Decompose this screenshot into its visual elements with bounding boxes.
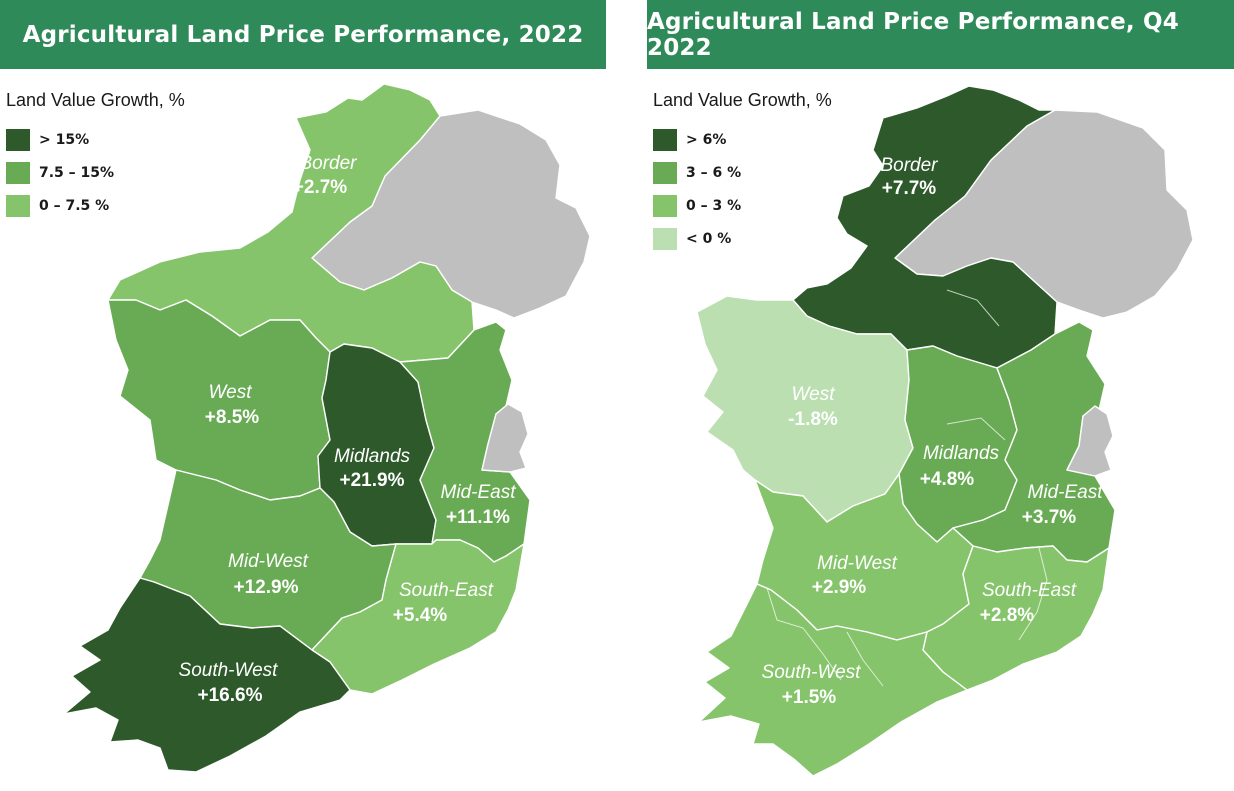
legend-label: 0 – 7.5 % [39, 197, 110, 214]
map-title: Agricultural Land Price Performance, Q4 … [647, 8, 1179, 61]
region-label: Mid-West [228, 551, 309, 572]
map-title: Agricultural Land Price Performance, 202… [22, 21, 584, 48]
region-south-east [922, 545, 1110, 691]
region-south-east [311, 539, 525, 695]
region-dublin [481, 403, 529, 473]
region-label: South-East [399, 580, 494, 601]
legend-swatch [6, 194, 30, 217]
region-value: +2.8% [980, 605, 1035, 626]
region-value: +7.7% [882, 178, 937, 199]
legend-item: 0 – 7.5 % [6, 189, 185, 222]
region-label: Midlands [923, 443, 1000, 464]
legend-label: 7.5 – 15% [39, 164, 115, 181]
region-label: Mid-East [441, 482, 517, 503]
legend-swatch [653, 227, 677, 250]
legend-title: Land Value Growth, % [653, 90, 832, 110]
ireland-map: Border +2.7% West +8.5% Midlands +21.9% … [63, 83, 591, 773]
region-label: West [209, 382, 253, 403]
map-title-bar: Agricultural Land Price Performance, Q4 … [647, 0, 1234, 69]
legend-swatch [653, 161, 677, 184]
region-value: +5.4% [393, 605, 448, 626]
region-label: South-East [982, 580, 1077, 601]
region-value: +16.6% [198, 685, 263, 706]
county-boundary [1018, 547, 1048, 641]
legend-title: Land Value Growth, % [6, 90, 185, 110]
legend-item: 0 – 3 % [653, 189, 832, 222]
county-boundary [946, 289, 1000, 327]
region-value: +12.9% [234, 577, 299, 598]
region-value: +11.1% [446, 507, 510, 528]
region-label: Mid-West [817, 553, 898, 574]
region-mid-east [399, 321, 531, 563]
legend-label: > 6% [686, 131, 727, 148]
region-value: +8.5% [205, 407, 260, 428]
region-value: +3.7% [1022, 507, 1077, 528]
legend-label: 3 – 6 % [686, 164, 742, 181]
region-label: Border [299, 153, 357, 174]
ireland-map: Border +7.7% West -1.8% Midlands +4.8% M… [696, 85, 1194, 777]
region-label: West [792, 384, 836, 405]
map-panel-q4-2022: Agricultural Land Price Performance, Q4 … [647, 0, 1234, 791]
legend-item: 3 – 6 % [653, 156, 832, 189]
legend-item: 7.5 – 15% [6, 156, 185, 189]
region-dublin [1066, 405, 1114, 477]
county-boundary [846, 631, 884, 687]
region-label: Border [880, 155, 938, 176]
region-value: +2.9% [812, 577, 867, 598]
legend-swatch [653, 194, 677, 217]
legend-label: 0 – 3 % [686, 197, 742, 214]
county-boundary [766, 587, 842, 681]
region-south-west [698, 583, 968, 777]
legend-item: > 6% [653, 123, 832, 156]
map-panel-2022: Agricultural Land Price Performance, 202… [0, 0, 606, 791]
legend-swatch [6, 161, 30, 184]
legend-item: > 15% [6, 123, 185, 156]
region-value: +1.5% [782, 687, 837, 708]
legend-label: < 0 % [686, 230, 732, 247]
region-label: Mid-East [1028, 482, 1104, 503]
region-value: +21.9% [340, 470, 405, 491]
legend-swatch [6, 128, 30, 151]
county-boundary [946, 417, 1006, 441]
map-title-bar: Agricultural Land Price Performance, 202… [0, 0, 606, 69]
region-value: -1.8% [788, 409, 838, 430]
region-value: +2.7% [293, 177, 348, 198]
legend-item: < 0 % [653, 222, 832, 255]
region-value: +4.8% [920, 469, 975, 490]
legend-label: > 15% [39, 131, 90, 148]
region-label: South-West [179, 660, 279, 681]
legend-swatch [653, 128, 677, 151]
region-south-west [63, 577, 351, 773]
legend: Land Value Growth, % > 15% 7.5 – 15% 0 –… [6, 90, 185, 222]
region-label: Midlands [334, 446, 411, 467]
region-label: South-West [762, 662, 862, 683]
legend: Land Value Growth, % > 6% 3 – 6 % 0 – 3 … [653, 90, 832, 255]
